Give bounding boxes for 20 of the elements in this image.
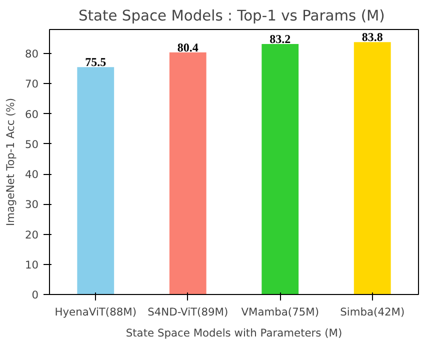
- x-tick-label: S4ND-ViT(89M): [148, 306, 228, 318]
- y-tick-label: 30: [24, 198, 39, 212]
- x-tick-label: Simba(42M): [340, 306, 405, 318]
- y-tick-label: 10: [24, 258, 39, 272]
- y-tick-label: 70: [24, 78, 39, 91]
- y-tick-label: 20: [24, 228, 39, 242]
- y-tick-label: 0: [32, 288, 39, 302]
- data-label: 75.5: [85, 55, 106, 70]
- data-label: 83.2: [270, 32, 291, 46]
- x-tick-label: HyenaViT(88M): [54, 306, 137, 318]
- y-tick-label: 40: [24, 168, 39, 182]
- y-axis-title: ImageNet Top-1 Acc (%): [4, 98, 17, 226]
- y-tick-label: 50: [24, 138, 39, 151]
- y-tick-label: 60: [24, 108, 39, 121]
- data-label: 80.4: [177, 40, 198, 54]
- chart-title: State Space Models : Top-1 vs Params (M): [78, 8, 385, 24]
- x-axis-title: State Space Models with Parameters (M): [126, 326, 342, 340]
- x-tick-label: VMamba(75M): [241, 306, 320, 318]
- y-tick-label: 80: [24, 48, 39, 61]
- data-label: 83.8: [362, 30, 383, 44]
